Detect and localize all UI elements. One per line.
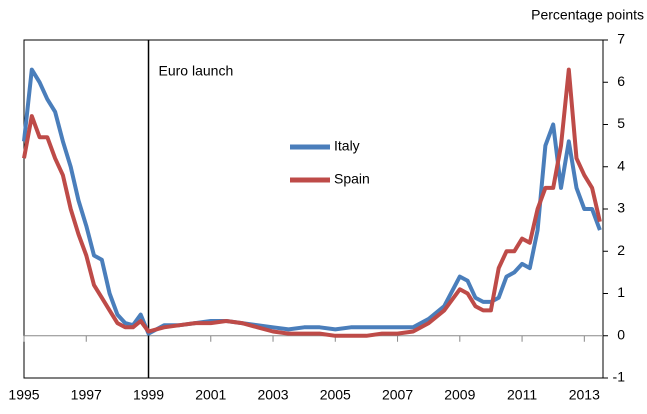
series-line [22,67,602,338]
y-tick-label: 2 [617,242,625,258]
legend-label: Italy [334,138,360,154]
legend-label: Spain [334,171,370,187]
x-tick-label: 2009 [444,387,475,403]
y-tick-label: 7 [617,31,625,47]
x-tick-label: 1995 [8,387,39,403]
y-tick-label: 5 [617,115,625,131]
x-tick-label: 2007 [382,387,413,403]
annotation: Euro launch [159,63,234,79]
x-tick-label: 1999 [133,387,164,403]
series-line [22,67,602,336]
x-tick-label: 2001 [195,387,226,403]
y-tick-label: 3 [617,200,625,216]
y-axis-label: Percentage points [531,7,644,23]
y-tick-label: 6 [617,73,625,89]
x-tick-label: 2005 [320,387,351,403]
x-tick-label: 2003 [257,387,288,403]
y-tick-label: 0 [617,326,625,342]
x-tick-label: 2013 [569,387,600,403]
x-tick-label: 2011 [507,387,537,403]
x-tick-label: 1997 [71,387,102,403]
y-tick-label: 1 [617,284,625,300]
y-tick-label: -1 [613,369,626,385]
y-tick-label: 4 [617,157,625,173]
